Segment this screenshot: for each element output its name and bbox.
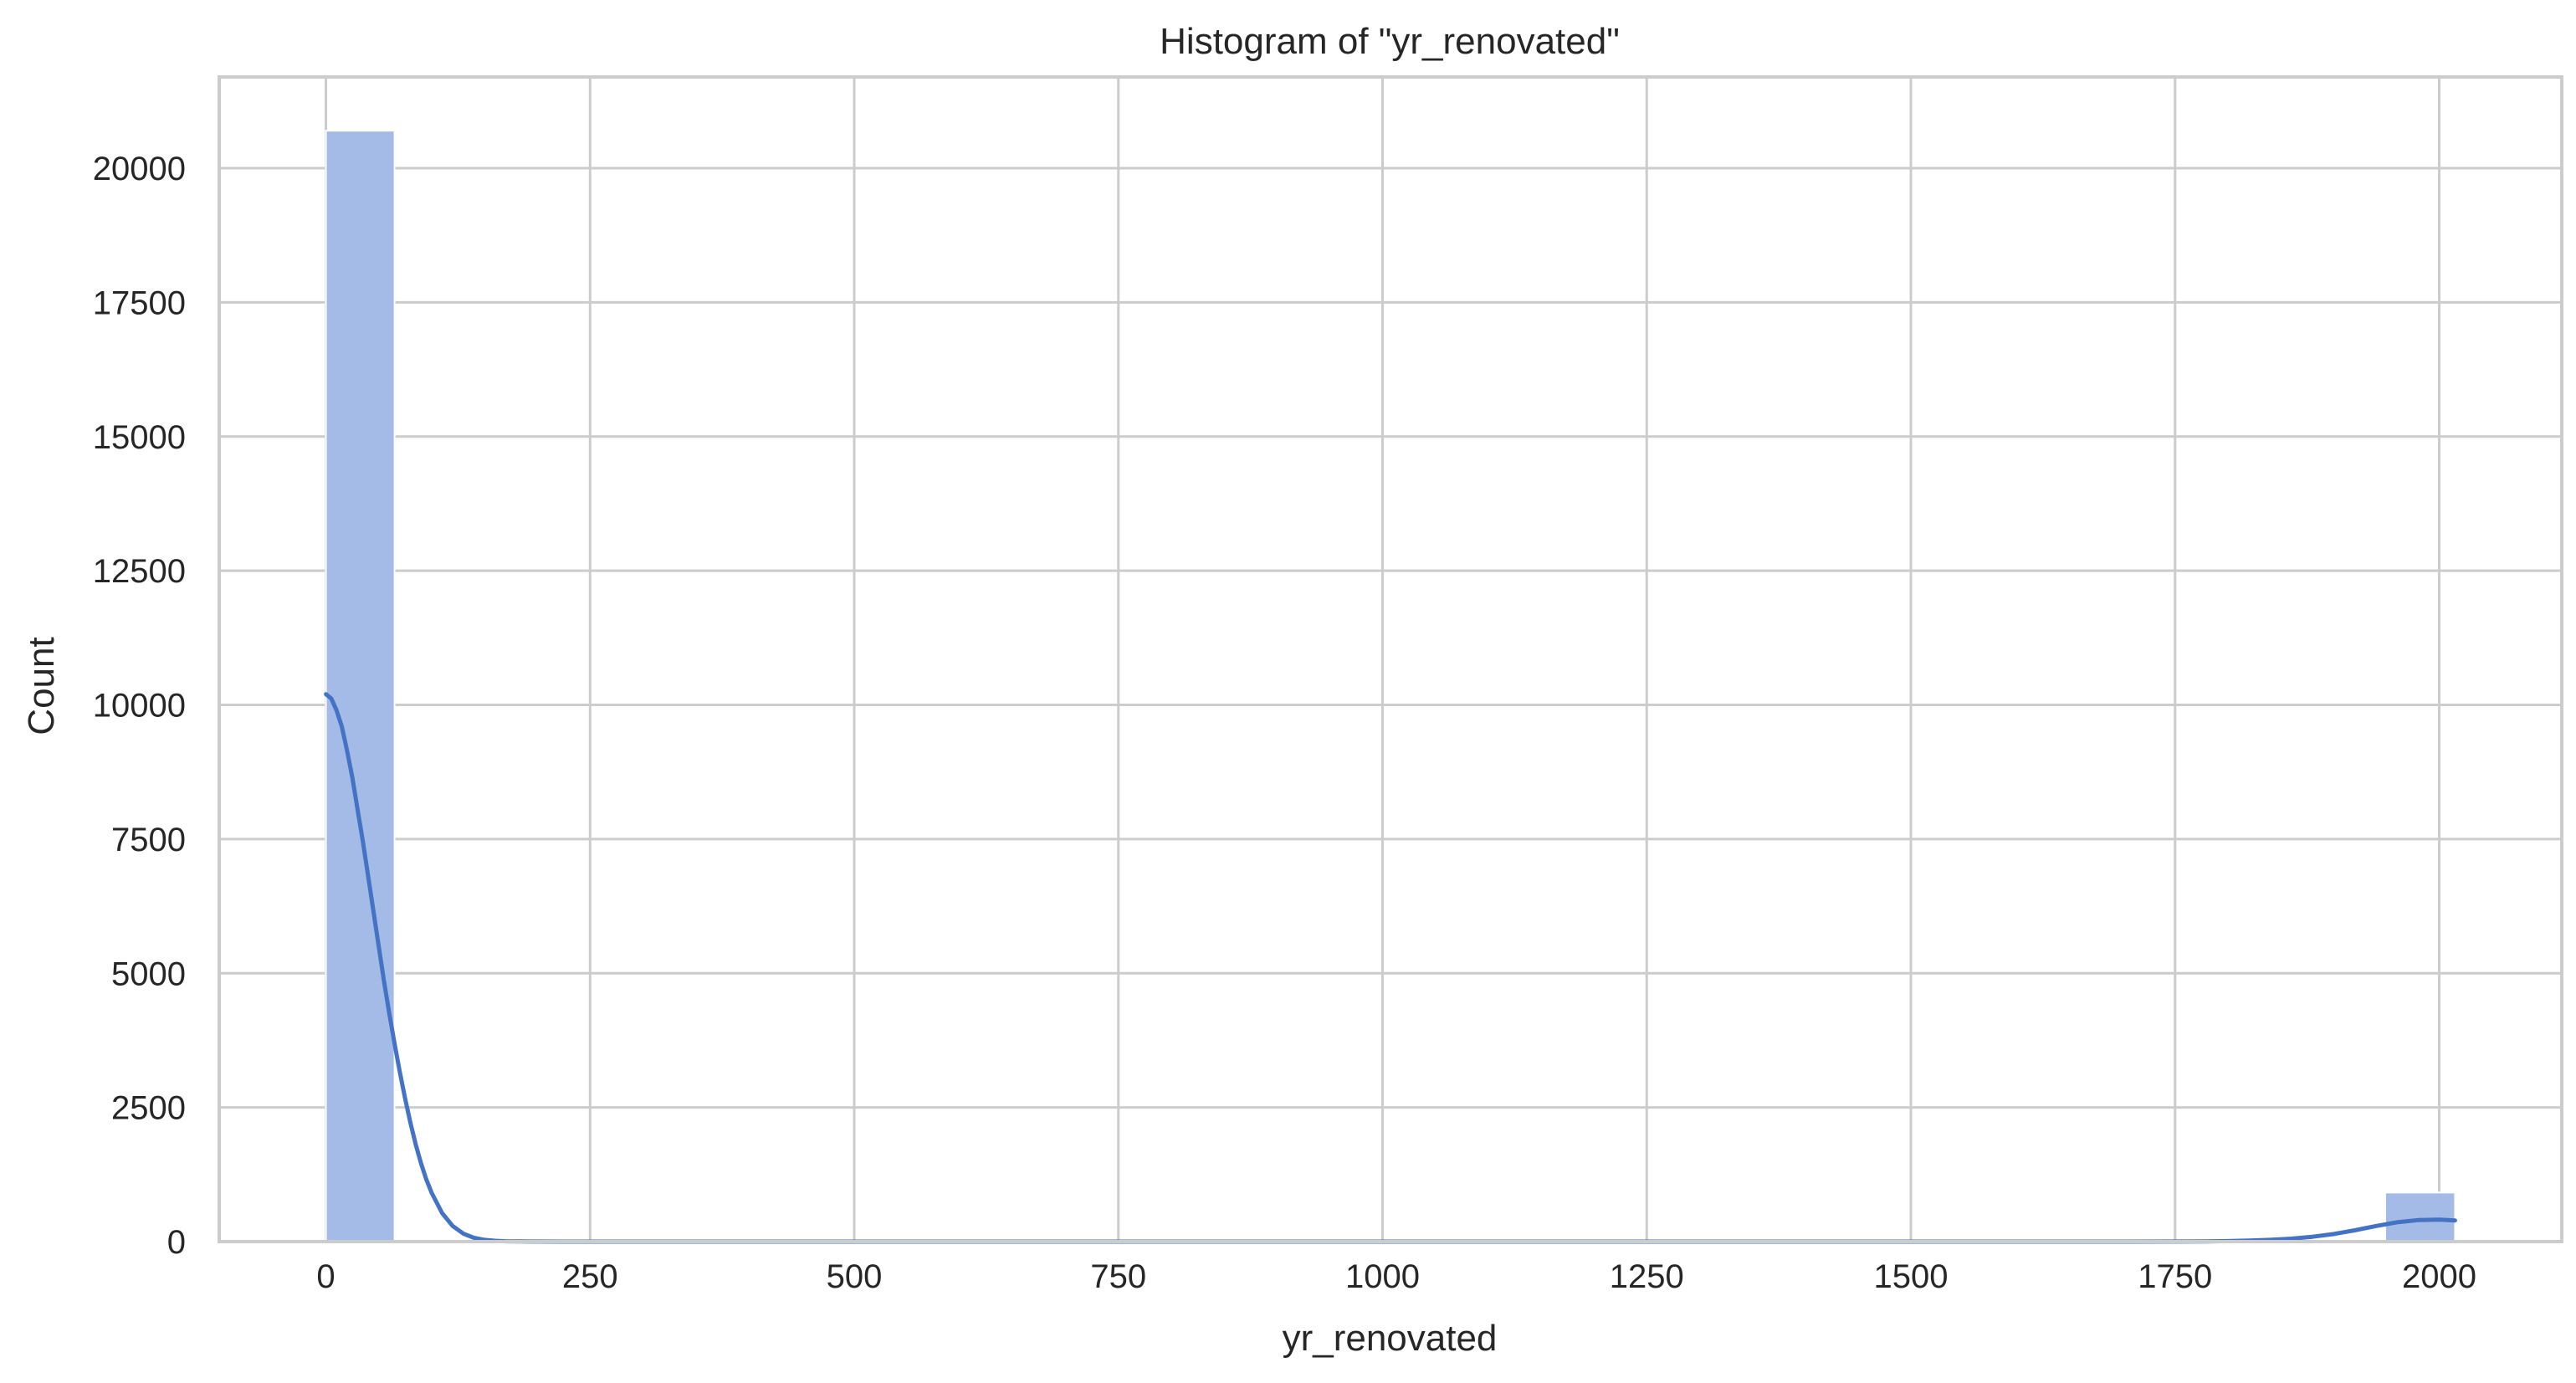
- plot-frame: [218, 75, 2563, 1243]
- kde-curve-group: [324, 692, 2457, 1244]
- x-axis-ticks: 0 250 500 750 1000 1250 1500 1750 2000: [316, 1258, 2476, 1295]
- x-tick-label-0: 0: [316, 1258, 335, 1295]
- histogram-bar-1: [2384, 1191, 2456, 1243]
- y-tick-label-1: 2500: [111, 1090, 186, 1127]
- y-tick-label-7: 17500: [93, 284, 186, 321]
- y-tick-label-0: 0: [167, 1224, 186, 1261]
- x-tick-label-1: 250: [562, 1258, 618, 1295]
- y-tick-label-2: 5000: [111, 955, 186, 992]
- y-tick-label-3: 7500: [111, 822, 186, 858]
- x-tick-label-5: 1250: [1610, 1258, 1684, 1295]
- histogram-bars: [325, 130, 2456, 1243]
- histogram-bar-0: [325, 130, 396, 1242]
- y-tick-label-4: 10000: [93, 688, 186, 725]
- y-axis-label: Count: [21, 637, 62, 735]
- x-axis-label: yr_renovated: [1283, 1318, 1498, 1359]
- y-axis-ticks: 0 2500 5000 7500 10000 12500 15000 17500 20000: [93, 151, 186, 1261]
- kde-curve: [324, 692, 2457, 1244]
- x-tick-label-4: 1000: [1345, 1258, 1420, 1295]
- x-tick-label-8: 2000: [2402, 1258, 2476, 1295]
- x-tick-label-6: 1500: [1874, 1258, 1949, 1295]
- y-tick-label-5: 12500: [93, 553, 186, 590]
- y-tick-label-8: 20000: [93, 151, 186, 187]
- x-tick-label-2: 500: [827, 1258, 883, 1295]
- x-tick-label-3: 750: [1090, 1258, 1146, 1295]
- y-tick-label-6: 15000: [93, 419, 186, 456]
- chart-title: Histogram of "yr_renovated": [1160, 21, 1620, 62]
- grid: [219, 77, 2562, 1243]
- x-tick-label-7: 1750: [2138, 1258, 2212, 1295]
